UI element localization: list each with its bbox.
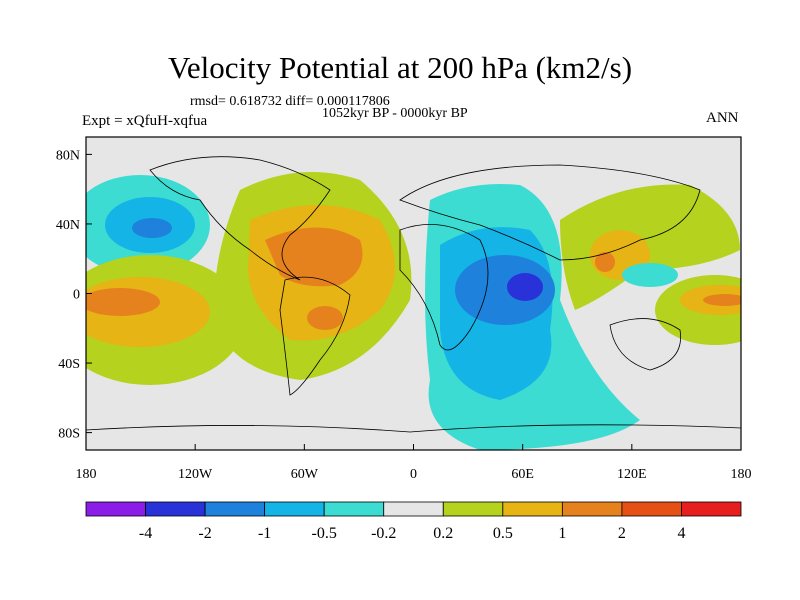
time-period-label: 1052kyr BP - 0000kyr BP: [322, 106, 468, 121]
lat-label: 80S: [58, 427, 80, 442]
colorbar-swatch: [442, 501, 504, 517]
colorbar-swatch: [502, 501, 563, 517]
colorbar-swatch: [145, 501, 206, 517]
plot-title: Velocity Potential at 200 hPa (km2/s): [167, 50, 633, 85]
coast-africa: [399, 224, 489, 351]
colorbar-label: -0.2: [371, 525, 396, 542]
latitude-axis: 80N 40N 0 40S 80S: [56, 148, 92, 442]
colorbar-label: 0.2: [433, 525, 453, 542]
rmsd-diff-stats: rmsd= 0.618732 diff= 0.000117806: [190, 94, 390, 109]
contour-indian-neg4: [507, 273, 543, 301]
coast-north-america: [149, 156, 331, 281]
coast-eurasia: [399, 164, 701, 261]
colorbar-swatch: [204, 501, 266, 517]
coastlines: [86, 156, 741, 433]
lon-label: 120W: [178, 467, 213, 482]
lat-label: 0: [73, 288, 80, 303]
lat-label: 40S: [58, 357, 80, 372]
contour-indian-neg3: [455, 255, 555, 325]
lon-label: 180: [731, 467, 752, 482]
contour-w-pacific-pos3: [703, 294, 741, 306]
colorbar-label: -1: [258, 525, 271, 542]
lat-label: 40N: [56, 218, 80, 233]
colorbar-label: -0.5: [312, 525, 337, 542]
colorbar-swatch: [323, 501, 385, 517]
colorbar-label: 1: [558, 525, 566, 542]
colorbar-swatch: [621, 501, 682, 517]
colorbar-swatch: [264, 501, 325, 517]
contour-c-pacific-pos3: [86, 288, 160, 316]
longitude-axis: 180 120W 60W 0 60E 120E 180: [76, 444, 752, 482]
map-panel: [85, 136, 742, 451]
colorbar-label: 2: [618, 525, 626, 542]
colorbar-swatch: [681, 501, 742, 517]
colorbar-label: -2: [198, 525, 211, 542]
season-label: ANN: [706, 110, 739, 126]
colorbar-label: -4: [139, 525, 152, 542]
contour-east-asia-pos1: [560, 184, 740, 310]
coast-australia: [609, 318, 682, 371]
lon-label: 60W: [291, 467, 319, 482]
coast-antarctica: [86, 424, 741, 433]
colorbar-swatch: [561, 501, 623, 517]
contour-n-pacific-neg3: [132, 218, 172, 238]
contour-s-america-pos: [307, 306, 343, 330]
lon-label: 0: [410, 467, 417, 482]
colorbar-swatch: [85, 501, 146, 517]
colorbar-label: 4: [677, 525, 685, 542]
colorbar: -4 -2 -1 -0.5 -0.2 0.2 0.5 1 2 4: [85, 501, 742, 542]
coast-south-america: [279, 276, 351, 396]
lon-label: 180: [76, 467, 97, 482]
colorbar-label: 0.5: [493, 525, 513, 542]
lat-label: 80N: [56, 148, 80, 163]
colorbar-swatch: [383, 501, 444, 517]
contour-philippines-neg: [622, 263, 678, 287]
contour-east-asia-pos3: [595, 252, 615, 272]
lon-label: 60E: [511, 467, 534, 482]
experiment-label: Expt = xQfuH-xqfua: [82, 113, 208, 129]
lon-label: 120E: [617, 467, 647, 482]
